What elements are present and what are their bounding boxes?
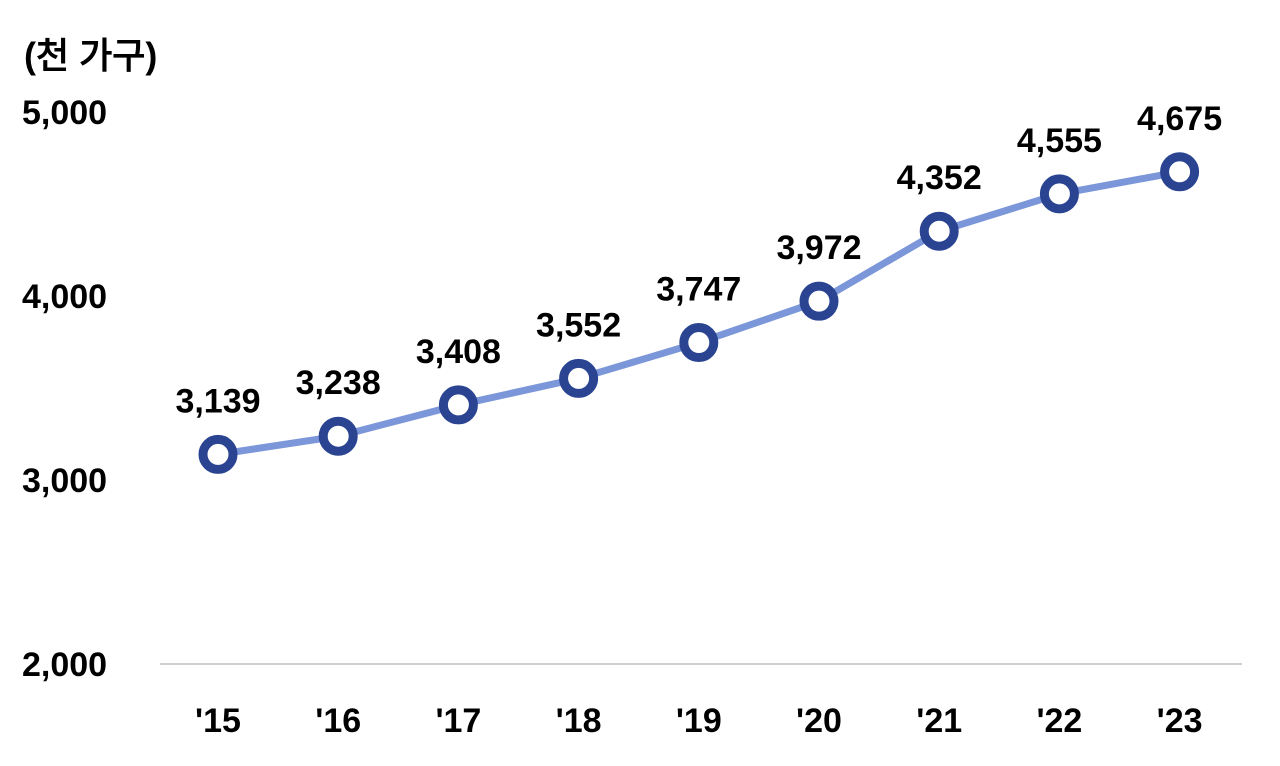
data-point [559,358,599,398]
x-tick-label: '21 [916,702,962,740]
data-point [799,281,839,321]
data-label: 3,408 [416,333,501,371]
data-label: 4,675 [1137,100,1222,138]
data-point [318,416,358,456]
x-tick-label: '18 [556,702,602,740]
x-axis-ticks: '15 '16 '17 '18 '19 '20 '21 '22 '23 [195,702,1203,740]
x-tick-label: '16 [315,702,361,740]
series-line [217,168,1181,458]
data-label: 3,139 [175,382,260,420]
y-tick-label: 5,000 [22,94,107,132]
data-label: 3,747 [656,271,741,309]
x-tick-label: '20 [796,702,842,740]
x-tick-label: '22 [1036,702,1082,740]
data-label: 4,352 [897,159,982,197]
data-label: 3,238 [296,364,381,402]
x-tick-label: '17 [435,702,481,740]
data-points [198,152,1200,474]
x-tick-label: '15 [195,702,241,740]
y-axis-ticks: 2,000 3,000 4,000 5,000 [22,94,107,684]
data-point [679,323,719,363]
data-point [198,434,238,474]
data-label: 3,552 [536,306,621,344]
data-label: 3,972 [776,229,861,267]
x-tick-label: '23 [1157,702,1203,740]
data-labels: 3,139 3,238 3,408 3,552 3,747 3,972 4,352 4,555… [175,100,1222,421]
unit-label: (천 가구) [24,35,157,76]
data-label: 4,555 [1017,122,1102,160]
y-tick-label: 2,000 [22,646,107,684]
data-point [1039,174,1079,214]
data-point [1160,152,1200,192]
data-point [919,211,959,251]
y-tick-label: 3,000 [22,462,107,500]
y-tick-label: 4,000 [22,278,107,316]
data-point [438,385,478,425]
x-tick-label: '19 [676,702,722,740]
